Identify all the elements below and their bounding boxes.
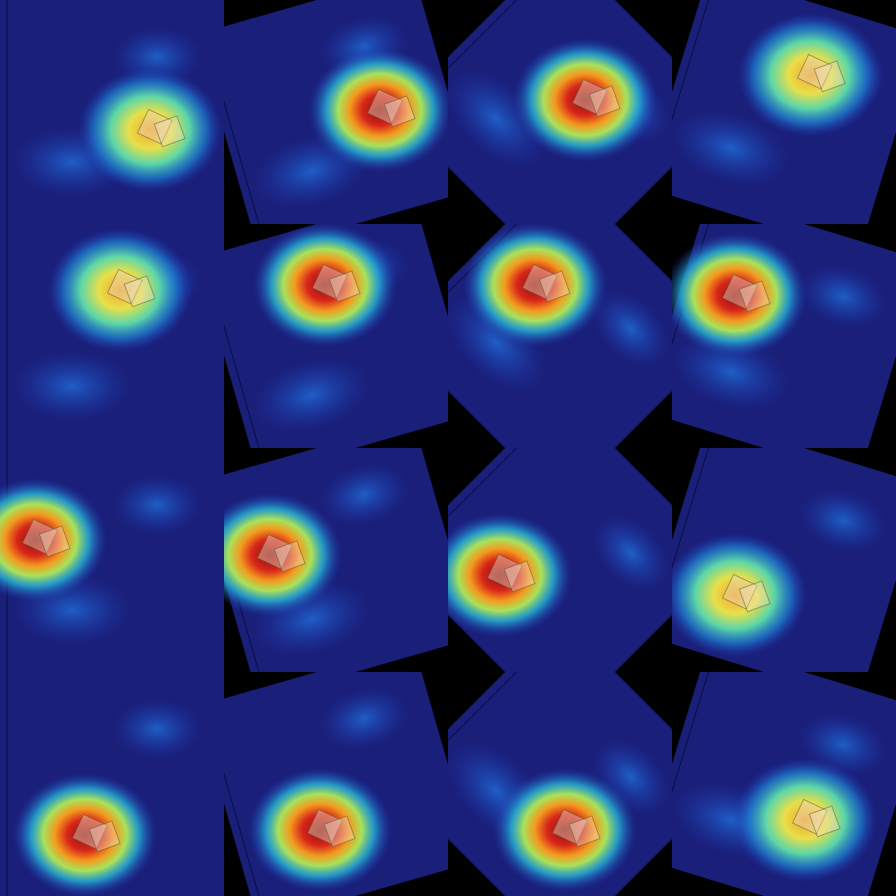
cube [808,805,841,838]
edge-line [224,32,267,224]
heat-blob [733,758,877,882]
heat-blob [13,773,157,896]
cube [38,525,71,558]
heat-blob [253,224,397,347]
tile [224,224,448,448]
faint-patch [592,290,669,368]
tile [224,672,448,896]
tile [0,224,224,448]
cube [328,270,361,303]
tile [672,448,896,672]
cube [538,270,571,303]
tile [672,0,896,224]
tile [0,672,224,896]
heat-blob [308,48,448,172]
edge-line [448,0,567,119]
tile [0,0,224,224]
edge-line [672,672,718,862]
edge-line [448,448,567,567]
heat-blob [78,68,222,192]
cube [738,580,771,613]
tile [224,448,448,672]
heat-blob [738,13,882,137]
heat-blob [224,493,342,617]
heat-blob [493,768,637,892]
edge-line [672,448,718,638]
cube [588,85,621,118]
heat-blob [248,768,392,892]
faint-patch [112,699,202,759]
faint-patch [12,351,132,421]
tile [672,224,896,448]
cube [323,815,356,848]
tile [448,0,672,224]
faint-patch [252,357,370,433]
edge-line [224,704,267,896]
tile [224,0,448,224]
heat-blob [48,228,192,352]
cube [568,815,601,848]
cube [123,275,156,308]
faint-patch [672,334,790,410]
heat-blob [672,533,807,657]
cube [503,560,536,593]
tile [0,448,224,672]
tile [448,224,672,448]
cube [153,115,186,148]
faint-patch [799,264,888,329]
tile [672,672,896,896]
edge-line [224,256,267,448]
faint-patch [112,475,202,535]
edge-line [448,672,567,791]
heat-blob [0,478,107,602]
faint-patch [672,110,790,186]
faint-patch [320,463,409,527]
heat-blob [448,513,572,637]
cube [738,280,771,313]
tile [448,448,672,672]
faint-patch [799,488,888,553]
cube [383,95,416,128]
cube [813,60,846,93]
heat-blob [463,224,607,347]
heat-blob [672,233,807,357]
heat-blob [513,38,657,162]
tile [448,672,672,896]
edge-line [672,0,718,190]
faint-patch [592,514,669,592]
cube [273,540,306,573]
cube [88,820,121,853]
faint-patch [320,687,409,751]
